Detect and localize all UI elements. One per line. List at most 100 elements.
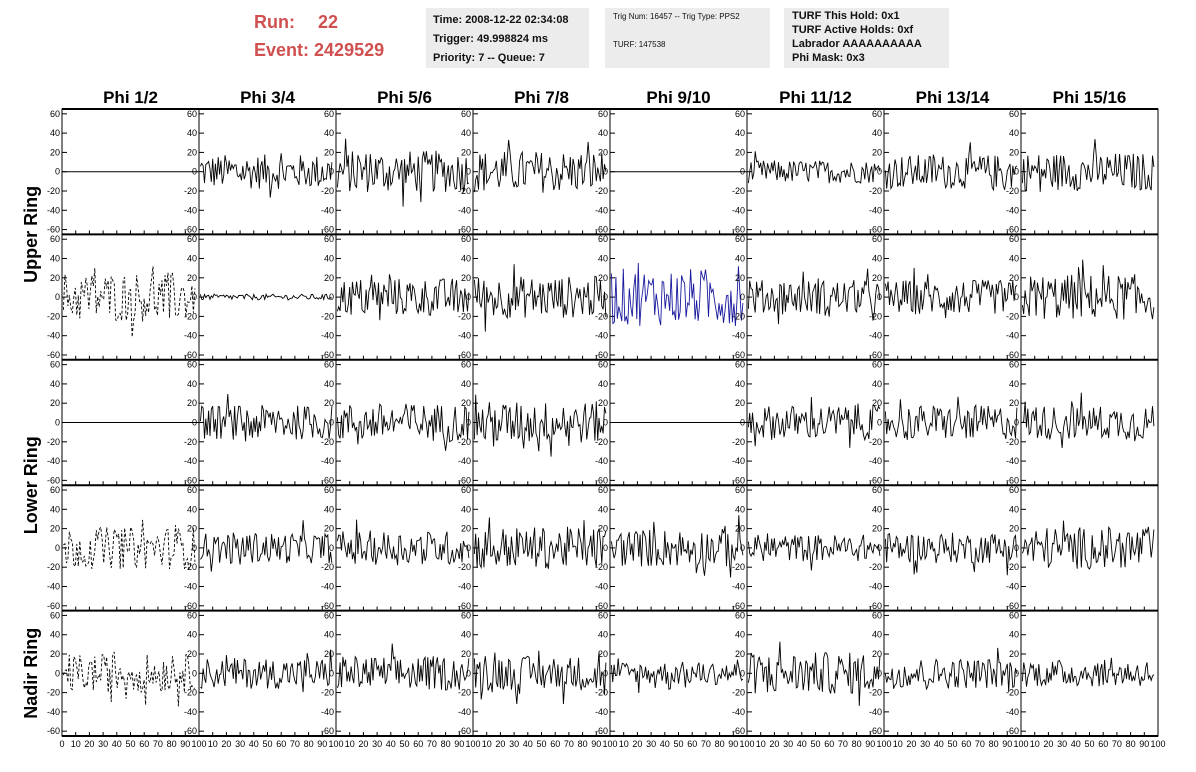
x-tick-label: 100 xyxy=(876,739,891,749)
y-tick-label: -40 xyxy=(321,707,334,717)
y-tick-label: 0 xyxy=(466,418,471,428)
x-tick-label: 50 xyxy=(673,739,683,749)
y-tick-label: -40 xyxy=(458,205,471,215)
y-tick-label: -40 xyxy=(47,707,60,717)
y-tick-label: 60 xyxy=(735,234,745,244)
y-tick-label: -60 xyxy=(47,225,60,235)
y-tick-label: 40 xyxy=(50,630,60,640)
y-tick-label: 60 xyxy=(187,234,197,244)
y-tick-label: 0 xyxy=(740,167,745,177)
y-tick-label: 40 xyxy=(461,379,471,389)
y-tick-label: 20 xyxy=(735,147,745,157)
x-tick-label: 90 xyxy=(728,739,738,749)
y-tick-label: 20 xyxy=(187,649,197,659)
y-tick-label: 0 xyxy=(466,543,471,553)
panel-frame xyxy=(61,484,200,612)
y-tick-label: -20 xyxy=(869,562,882,572)
column-header: Phi 1/2 xyxy=(103,88,158,107)
y-tick-label: -20 xyxy=(184,688,197,698)
x-tick-label: 50 xyxy=(536,739,546,749)
y-tick-label: 40 xyxy=(872,504,882,514)
waveform-trace xyxy=(473,650,607,705)
y-tick-label: 0 xyxy=(329,418,334,428)
event-line: Event: 2429529 xyxy=(254,40,384,61)
waveform-grid: Phi 1/2 Phi 3/4 Phi 5/6 Phi 7/8 Phi 9/10 Phi … xyxy=(21,88,1166,749)
waveform-trace xyxy=(884,396,1018,440)
x-tick-label: 30 xyxy=(646,739,656,749)
y-tick-label: -60 xyxy=(732,350,745,360)
waveform-trace xyxy=(200,649,333,693)
y-tick-label: 20 xyxy=(872,273,882,283)
x-tick-label: 50 xyxy=(810,739,820,749)
x-tick-label: 60 xyxy=(276,739,286,749)
y-tick-label: 40 xyxy=(50,504,60,514)
y-tick-label: 60 xyxy=(324,109,334,119)
x-tick-label: 60 xyxy=(824,739,834,749)
y-tick-label: -60 xyxy=(1006,225,1019,235)
panel-frame xyxy=(609,610,748,737)
y-tick-label: 0 xyxy=(55,668,60,678)
trigger-info-box: Trig Num: 16457 -- Trig Type: PPS2 TURF:… xyxy=(605,8,770,68)
waveform-trace xyxy=(1021,259,1155,320)
time-text: Time: 2008-12-22 02:34:08 xyxy=(433,14,569,26)
y-tick-label: 40 xyxy=(872,128,882,138)
y-tick-label: -40 xyxy=(869,331,882,341)
y-tick-label: -20 xyxy=(1006,437,1019,447)
y-tick-label: 0 xyxy=(1014,167,1019,177)
waveform-trace xyxy=(200,520,333,572)
y-tick-label: 60 xyxy=(187,610,197,620)
x-tick-label: 60 xyxy=(687,739,697,749)
y-tick-label: -20 xyxy=(47,688,60,698)
y-tick-label: 60 xyxy=(598,109,608,119)
y-tick-label: -40 xyxy=(1006,331,1019,341)
y-tick-label: -60 xyxy=(869,475,882,485)
y-tick-label: 40 xyxy=(872,254,882,264)
x-tick-label: 20 xyxy=(906,739,916,749)
y-tick-label: -20 xyxy=(1006,311,1019,321)
waveform-trace xyxy=(199,393,333,442)
y-tick-label: 60 xyxy=(324,234,334,244)
waveform-trace xyxy=(336,138,470,207)
y-tick-label: 20 xyxy=(187,524,197,534)
y-tick-label: -40 xyxy=(732,331,745,341)
y-tick-label: 20 xyxy=(187,147,197,157)
y-tick-label: 20 xyxy=(50,147,60,157)
y-tick-label: -60 xyxy=(321,475,334,485)
y-tick-label: 60 xyxy=(735,610,745,620)
x-tick-label: 70 xyxy=(1112,739,1122,749)
y-tick-label: 40 xyxy=(324,630,334,640)
y-tick-label: 20 xyxy=(324,398,334,408)
x-tick-label: 30 xyxy=(235,739,245,749)
y-tick-label: 60 xyxy=(735,109,745,119)
y-tick-label: -60 xyxy=(595,350,608,360)
run-line: Run: 22 xyxy=(254,12,338,33)
y-tick-label: 60 xyxy=(872,109,882,119)
y-tick-label: -20 xyxy=(1006,186,1019,196)
y-tick-label: -60 xyxy=(458,726,471,736)
y-tick-label: 40 xyxy=(872,379,882,389)
y-tick-label: 40 xyxy=(50,379,60,389)
y-tick-label: 20 xyxy=(598,524,608,534)
y-tick-label: 40 xyxy=(187,630,197,640)
x-tick-label: 20 xyxy=(358,739,368,749)
y-tick-label: 40 xyxy=(461,504,471,514)
y-tick-label: -20 xyxy=(595,562,608,572)
y-tick-label: -20 xyxy=(732,311,745,321)
y-tick-label: -20 xyxy=(184,437,197,447)
y-tick-label: 0 xyxy=(877,418,882,428)
x-tick-label: 90 xyxy=(1139,739,1149,749)
waveform-trace xyxy=(610,262,744,327)
y-tick-label: -60 xyxy=(869,350,882,360)
y-tick-label: 60 xyxy=(50,234,60,244)
panel-frame xyxy=(198,359,337,486)
y-tick-label: 60 xyxy=(735,485,745,495)
x-tick-label: 30 xyxy=(372,739,382,749)
y-tick-label: 20 xyxy=(735,273,745,283)
y-tick-label: 20 xyxy=(1009,147,1019,157)
panel-frame xyxy=(335,359,474,486)
turf-text: TURF: 147538 xyxy=(613,40,666,49)
y-tick-label: 60 xyxy=(324,360,334,370)
x-tick-label: 80 xyxy=(441,739,451,749)
y-tick-label: 20 xyxy=(1009,273,1019,283)
y-tick-label: 60 xyxy=(50,485,60,495)
